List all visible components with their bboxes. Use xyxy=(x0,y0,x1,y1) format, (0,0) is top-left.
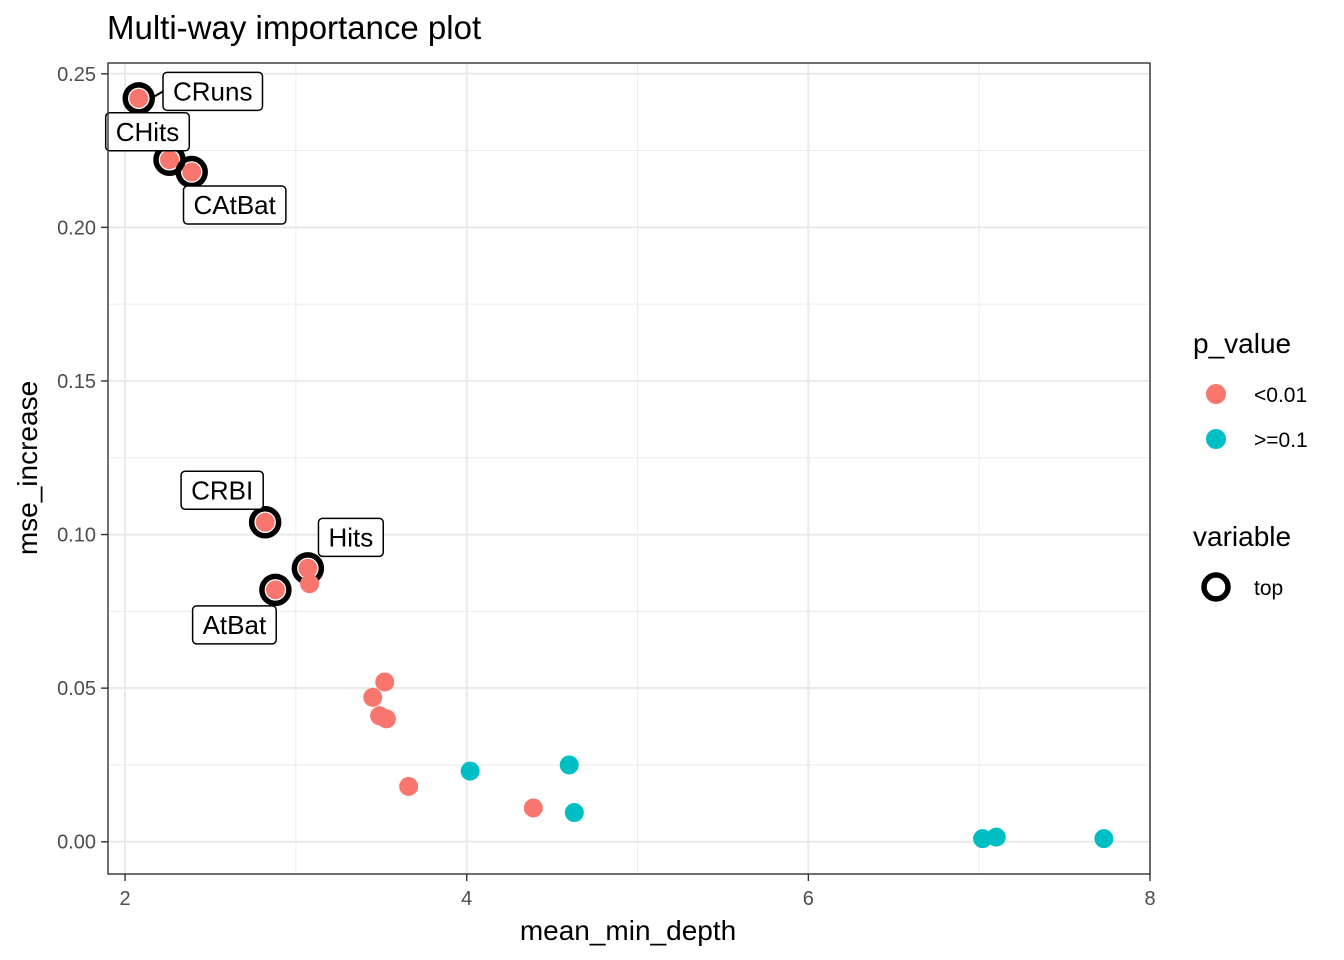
data-point xyxy=(460,761,480,781)
point-label-box xyxy=(104,112,191,152)
data-point xyxy=(1094,829,1114,849)
point-label-text: CRBI xyxy=(191,475,253,505)
y-tick-label: 0.20 xyxy=(57,217,96,239)
point-label-text: AtBat xyxy=(203,610,267,640)
legend: p_value <0.01 >=0.1 variable top xyxy=(1193,328,1308,602)
point-label: CRBI xyxy=(180,470,264,511)
point-label-text: Hits xyxy=(328,522,373,552)
data-point xyxy=(255,512,275,532)
x-tick-label: 4 xyxy=(461,888,472,910)
y-tick-label: 0.25 xyxy=(57,64,96,86)
point-label-text: CAtBat xyxy=(194,190,277,220)
point-label: AtBat xyxy=(191,605,277,645)
data-point xyxy=(564,803,584,823)
y-tick-label: 0.00 xyxy=(57,832,96,854)
label-leader-line xyxy=(152,90,164,99)
top-marker-ring xyxy=(248,506,282,539)
y-tick-label: 0.15 xyxy=(57,371,96,393)
point-label-box xyxy=(317,517,384,558)
legend-key-top-ring xyxy=(1201,572,1231,602)
legend-title-variable: variable xyxy=(1193,521,1291,552)
y-tick-label: 0.05 xyxy=(57,678,96,700)
data-point xyxy=(559,755,579,775)
top-marker-ring xyxy=(259,573,292,607)
point-label: CHits xyxy=(104,112,191,152)
point-label-box xyxy=(191,605,277,645)
chart-title: Multi-way importance plot xyxy=(107,9,481,46)
legend-label-top: top xyxy=(1254,577,1283,600)
data-point xyxy=(300,574,320,594)
data-point xyxy=(298,558,318,578)
data-point xyxy=(363,687,383,707)
x-tick-label: 2 xyxy=(120,888,131,910)
panel-background xyxy=(108,63,1150,874)
legend-label: >=0.1 xyxy=(1254,429,1308,452)
x-tick-label: 6 xyxy=(803,888,814,910)
panel-border xyxy=(107,62,1151,875)
data-point xyxy=(986,827,1006,847)
data-point xyxy=(375,672,395,692)
legend-key-point xyxy=(1206,429,1226,449)
data-point xyxy=(523,798,543,818)
y-axis-title: mse_increase xyxy=(12,381,43,555)
legend-key-point xyxy=(1206,384,1226,404)
point-label: CAtBat xyxy=(182,185,287,225)
point-label-box xyxy=(182,185,287,225)
legend-label: <0.01 xyxy=(1254,384,1307,407)
data-point xyxy=(129,88,149,108)
point-label-text: CRuns xyxy=(173,76,252,106)
plot-panel: 2 4 6 8 0.00 0.05 0.10 0.15 0.20 0.25 CRuns CHits CA… xyxy=(57,62,1156,910)
y-tick-label: 0.10 xyxy=(57,525,96,547)
x-axis-title: mean_min_depth xyxy=(520,915,736,946)
x-tick-label: 8 xyxy=(1144,888,1155,910)
data-point xyxy=(399,776,419,796)
data-point xyxy=(182,162,202,182)
data-point xyxy=(265,580,285,600)
point-label: CRuns xyxy=(162,71,264,112)
legend-title-p-value: p_value xyxy=(1193,328,1291,359)
point-label-text: CHits xyxy=(116,117,180,147)
point-label: Hits xyxy=(317,517,384,558)
data-point xyxy=(159,150,179,170)
top-marker-ring xyxy=(122,82,155,115)
point-label-box xyxy=(180,470,264,511)
data-point xyxy=(376,709,396,729)
